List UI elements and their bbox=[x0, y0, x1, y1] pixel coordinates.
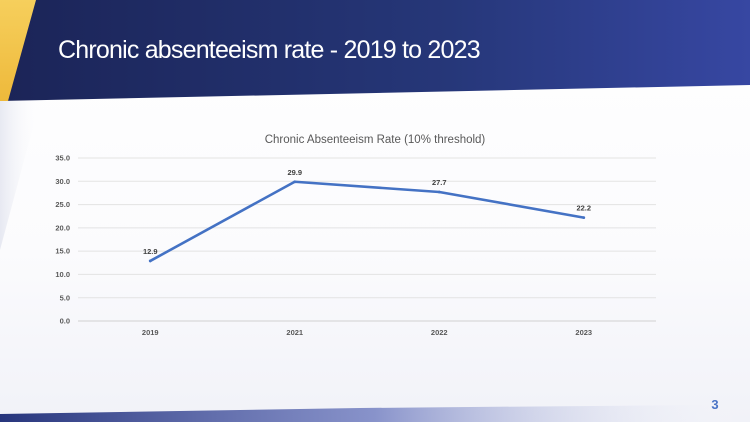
x-tick-label: 2023 bbox=[575, 328, 592, 337]
page-number: 3 bbox=[711, 397, 719, 412]
chart-title: Chronic Absenteeism Rate (10% threshold) bbox=[264, 134, 486, 146]
data-point bbox=[437, 190, 441, 194]
bottom-band bbox=[0, 405, 750, 422]
series-line bbox=[148, 180, 586, 263]
x-tick-label: 2022 bbox=[431, 328, 448, 337]
y-tick-label: 35.0 bbox=[55, 154, 70, 163]
x-tick-label: 2021 bbox=[286, 328, 303, 337]
y-tick-label: 15.0 bbox=[55, 247, 70, 256]
y-tick-label: 5.0 bbox=[60, 293, 70, 302]
data-label: 12.9 bbox=[143, 247, 158, 256]
slide-title: Chronic absenteeism rate - 2019 to 2023 bbox=[58, 36, 481, 64]
y-tick-label: 10.0 bbox=[55, 270, 70, 279]
data-label: 22.2 bbox=[576, 204, 591, 213]
data-label: 27.7 bbox=[432, 178, 447, 187]
y-tick-label: 30.0 bbox=[55, 177, 70, 186]
data-point bbox=[582, 216, 586, 220]
x-tick-label: 2019 bbox=[142, 328, 159, 337]
y-tick-label: 20.0 bbox=[55, 223, 70, 232]
y-tick-label: 0.0 bbox=[60, 317, 70, 326]
header-band bbox=[0, 0, 750, 101]
gold-accent bbox=[0, 0, 36, 101]
y-tick-label: 25.0 bbox=[55, 200, 70, 209]
data-point bbox=[148, 259, 152, 263]
data-label: 29.9 bbox=[287, 168, 302, 177]
left-fade-band bbox=[0, 101, 40, 250]
data-point bbox=[293, 180, 297, 184]
